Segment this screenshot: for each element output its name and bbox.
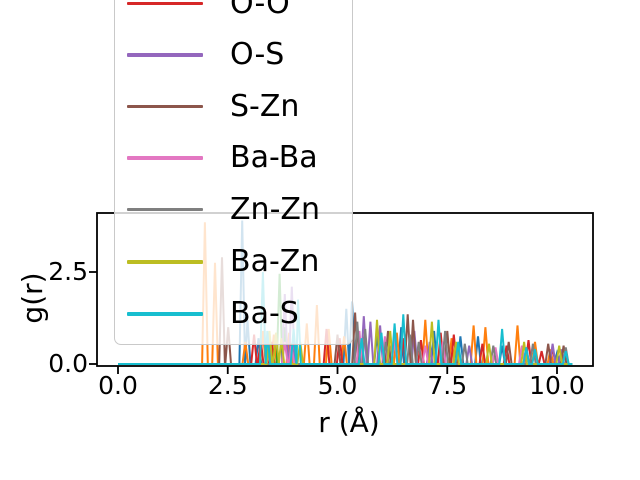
legend-label-zn-zn: Zn-Zn xyxy=(230,191,320,227)
x-tick-label-0.0: 0.0 xyxy=(98,371,138,400)
series-line-ba-zn xyxy=(118,319,573,365)
y-axis-label: g(r) xyxy=(16,272,49,324)
series-line-ba-ba xyxy=(118,330,573,365)
legend-entry-ba-s: Ba-S xyxy=(115,297,352,331)
legend-swatch-o-o xyxy=(127,1,203,6)
x-tick-label-5.0: 5.0 xyxy=(317,371,358,400)
y-tick-label-0.0: 0.0 xyxy=(48,349,88,378)
x-tick-label-10.0: 10.0 xyxy=(529,371,585,400)
legend-entry-o-o: O-O xyxy=(115,0,352,21)
legend-swatch-ba-zn xyxy=(127,260,203,264)
x-tick-label-7.5: 7.5 xyxy=(427,371,468,400)
legend-swatch-ba-ba xyxy=(127,156,203,160)
y-tick-label-2.5: 2.5 xyxy=(48,257,88,286)
legend-label-s-zn: S-Zn xyxy=(230,88,300,124)
legend-label-ba-zn: Ba-Zn xyxy=(230,244,320,279)
legend-entry-ba-ba: Ba-Ba xyxy=(115,141,352,175)
series-line-s-zn xyxy=(118,257,573,365)
legend-label-ba-s: Ba-S xyxy=(230,296,299,331)
legend-swatch-o-s xyxy=(127,53,203,57)
x-axis-label: r (Å) xyxy=(318,406,380,439)
legend-label-ba-ba: Ba-Ba xyxy=(230,140,318,175)
legend-entry-s-zn: S-Zn xyxy=(115,88,352,124)
x-tick-label-2.5: 2.5 xyxy=(207,371,248,400)
legend-entry-ba-zn: Ba-Zn xyxy=(115,245,352,279)
legend-swatch-s-zn xyxy=(127,104,203,109)
legend-entry-zn-zn: Zn-Zn xyxy=(115,191,352,227)
legend: O-O O-S S-Zn Ba-Ba Zn-Zn Ba-Zn Ba-S xyxy=(114,0,353,345)
legend-swatch-ba-s xyxy=(127,312,203,316)
legend-swatch-zn-zn xyxy=(127,207,203,212)
legend-label-o-o: O-O xyxy=(230,0,290,21)
axis-ticks xyxy=(89,271,558,374)
legend-label-o-s: O-S xyxy=(230,37,285,72)
legend-entry-o-s: O-S xyxy=(115,38,352,72)
